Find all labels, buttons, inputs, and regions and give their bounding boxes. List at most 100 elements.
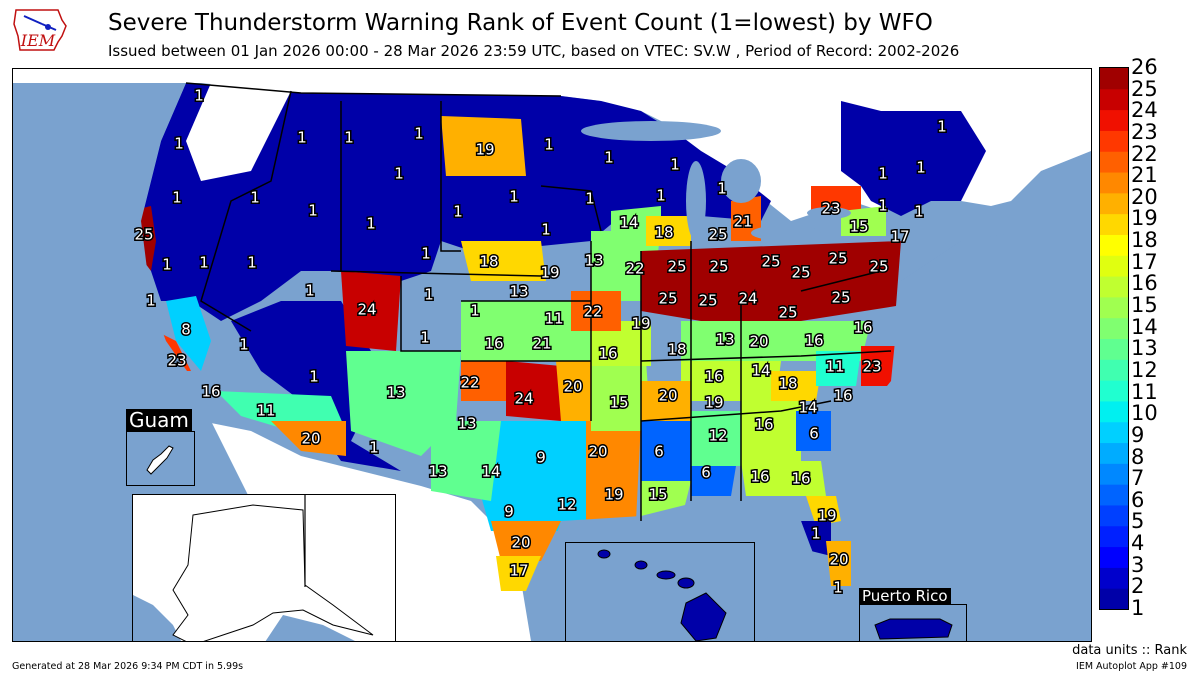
wfo-rank-label: 1: [811, 525, 821, 543]
wfo-rank-label: 1: [916, 159, 926, 177]
region-fill: [841, 101, 986, 216]
colorbar-segment: [1100, 338, 1128, 360]
hawaii-shape: [597, 549, 727, 641]
colorbar-tick-label: 24: [1131, 98, 1158, 123]
data-units-label: data units :: Rank: [1072, 643, 1187, 658]
colorbar-segment: [1100, 484, 1128, 506]
wfo-rank-label: 1: [421, 245, 431, 263]
wfo-rank-label: 1: [656, 187, 666, 205]
wfo-rank-label: 12: [708, 427, 727, 445]
wfo-rank-label: 1: [172, 189, 182, 207]
colorbar-tick-label: 15: [1131, 293, 1158, 318]
colorbar-tick-label: 11: [1131, 379, 1158, 404]
wfo-rank-label: 18: [479, 253, 498, 271]
wfo-rank-label: 19: [604, 486, 623, 504]
wfo-rank-label: 22: [625, 260, 644, 278]
region-fill: [801, 521, 831, 556]
wfo-rank-label: 17: [890, 228, 909, 246]
region-fill: [681, 361, 781, 401]
region-fill: [646, 216, 691, 246]
colorbar-segment: [1100, 421, 1128, 444]
colorbar-tick-label: 10: [1131, 401, 1158, 426]
state-borders: [185, 82, 892, 521]
wfo-rank-label: 25: [667, 258, 686, 276]
wfo-rank-label: 6: [654, 443, 664, 461]
wfo-rank-label: 15: [609, 394, 628, 412]
wfo-rank-label: 1: [424, 286, 434, 304]
guam-label: Guam: [126, 409, 192, 431]
chart-title: Severe Thunderstorm Warning Rank of Even…: [108, 10, 933, 36]
wfo-rank-label: 18: [654, 224, 673, 242]
wfo-rank-label: 20: [829, 551, 848, 569]
region-fill: [816, 351, 861, 386]
colorbar-segment: [1100, 546, 1128, 568]
wfo-rank-label: 16: [853, 319, 872, 337]
region-fill: [691, 411, 741, 466]
wfo-rank-label: 1: [420, 329, 430, 347]
wfo-rank-label: 19: [704, 394, 723, 412]
wfo-rank-label: 21: [532, 335, 551, 353]
colorbar-tick-label: 18: [1131, 228, 1158, 253]
colorbar-tick-label: 13: [1131, 336, 1158, 361]
wfo-rank-label: 25: [828, 250, 847, 268]
wfo-rank-label: 20: [563, 378, 582, 396]
wfo-rank-label: 19: [817, 507, 836, 525]
wfo-rank-label: 9: [504, 503, 514, 521]
region-fill: [841, 206, 886, 236]
region-fill: [861, 346, 896, 386]
wfo-rank-label: 19: [475, 141, 494, 159]
region-fill: [471, 421, 586, 531]
wfo-rank-label: 1: [174, 135, 184, 153]
wfo-rank-label: 1: [162, 256, 172, 274]
colorbar-tick-label: 23: [1131, 119, 1158, 144]
wfo-rank-label: 20: [658, 387, 677, 405]
region-fill: [741, 461, 826, 496]
region-fill: [461, 361, 511, 401]
wfo-rank-label: 1: [544, 136, 554, 154]
colorbar-tick-label: 17: [1131, 249, 1158, 274]
region-fill: [431, 421, 501, 501]
wfo-rank-label: 1: [305, 282, 315, 300]
wfo-rank-label: 20: [749, 333, 768, 351]
wfo-rank-label: 16: [833, 387, 852, 405]
colorbar-segment: [1100, 109, 1128, 131]
great-lakes: [581, 121, 851, 241]
wfo-rank-label: 16: [704, 368, 723, 386]
region-fill: [591, 321, 651, 366]
colorbar-segment: [1100, 400, 1128, 423]
region-fill: [441, 116, 526, 176]
wfo-rank-label: 13: [428, 463, 447, 481]
colorbar-segment: [1100, 380, 1128, 402]
colorbar-tick-label: 20: [1131, 184, 1158, 209]
wfo-rank-label: 25: [658, 290, 677, 308]
region-fill: [796, 411, 831, 451]
wfo-rank-label: 1: [604, 149, 614, 167]
wfo-rank-label: 14: [798, 399, 817, 417]
iem-logo[interactable]: IEM: [8, 6, 70, 60]
wfo-rank-label: 25: [761, 253, 780, 271]
wfo-rank-label: 1: [670, 156, 680, 174]
wfo-rank-label: 16: [201, 383, 220, 401]
wfo-rank-label: 1: [585, 190, 595, 208]
wfo-rank-label: 25: [698, 292, 717, 310]
wfo-rank-label: 19: [631, 315, 650, 333]
wfo-rank-label: 23: [862, 358, 881, 376]
region-fill: [491, 521, 561, 561]
wfo-rank-label: 25: [708, 226, 727, 244]
region-fill: [826, 541, 851, 586]
wfo-rank-label: 1: [878, 165, 888, 183]
wfo-rank-label: 16: [754, 416, 773, 434]
colorbar-tick-label: 8: [1131, 444, 1145, 469]
wfo-rank-label: 20: [301, 430, 320, 448]
generated-timestamp: Generated at 28 Mar 2026 9:34 PM CDT in …: [12, 661, 244, 672]
wfo-rank-label: 18: [778, 375, 797, 393]
wfo-rank-label: 1: [297, 129, 307, 147]
wfo-rank-label: 15: [648, 486, 667, 504]
atlantic-ocean: [841, 221, 1091, 641]
wfo-rank-label: 1: [344, 129, 354, 147]
puerto-rico-inset: [859, 604, 967, 641]
wfo-rank-label: 25: [134, 226, 153, 244]
colorbar-tick-label: 1: [1131, 596, 1145, 620]
